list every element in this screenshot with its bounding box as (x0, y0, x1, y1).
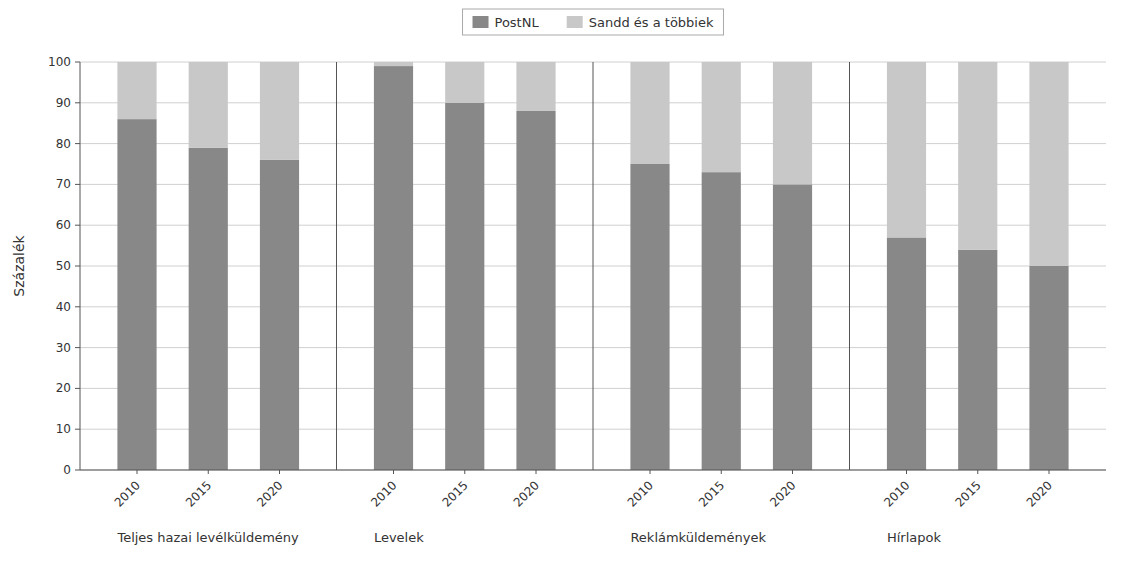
x-tick-label: 2015 (696, 478, 727, 509)
y-tick (75, 429, 80, 430)
bar-segment (445, 62, 484, 103)
y-tick-label: 30 (56, 341, 71, 355)
bar-segment (117, 119, 156, 470)
legend: PostNL Sandd és a többiek (463, 9, 724, 35)
x-tick (536, 470, 537, 474)
y-tick (75, 143, 80, 144)
bar-segment (516, 111, 555, 470)
group-separator (849, 62, 850, 470)
x-tick (208, 470, 209, 474)
x-tick-label: 2020 (254, 478, 285, 509)
x-tick (906, 470, 907, 474)
y-tick (75, 388, 80, 389)
bar-segment (516, 62, 555, 111)
y-axis: 0 10 20 30 40 50 60 70 80 90 100 (48, 55, 1106, 477)
x-tick (977, 470, 978, 474)
bar-segment (189, 62, 228, 148)
y-tick-label: 90 (56, 96, 71, 110)
bar-segment (1029, 266, 1068, 470)
bar-segment (374, 66, 413, 470)
x-tick-label: 2010 (368, 478, 399, 509)
bar-segment (260, 62, 299, 160)
x-tick (137, 470, 138, 474)
x-tick-label: 2015 (952, 478, 983, 509)
y-tick-label: 50 (56, 259, 71, 273)
x-tick (464, 470, 465, 474)
group-label: Reklámküldemények (630, 530, 766, 545)
group-label: Levelek (374, 530, 424, 545)
legend-label: Sandd és a többiek (589, 15, 714, 30)
bar-segment (260, 160, 299, 470)
x-tick-label: 2020 (767, 478, 798, 509)
bar-segment (630, 62, 669, 164)
x-axis-line (80, 470, 1106, 471)
y-tick (75, 102, 80, 103)
chart-svg: 0102030405060708090100201020152020201020… (0, 0, 1130, 588)
bar-segment (887, 237, 926, 470)
bar-segment (189, 148, 228, 470)
x-tick (393, 470, 394, 474)
bar-segment (117, 62, 156, 119)
x-tick (650, 470, 651, 474)
x-tick-label: 2015 (183, 478, 214, 509)
x-tick (279, 470, 280, 474)
y-tick (75, 266, 80, 267)
x-tick (1049, 470, 1050, 474)
bar-segment (958, 62, 997, 250)
group-separator (593, 62, 594, 470)
legend-swatch (567, 16, 583, 28)
y-axis-label: Százalék (11, 234, 27, 296)
y-tick-label: 60 (56, 218, 71, 232)
bar-segment (702, 172, 741, 470)
group-separator (336, 62, 337, 470)
bar-segment (773, 62, 812, 184)
y-tick-label: 20 (56, 381, 71, 395)
y-tick-label: 70 (56, 177, 71, 191)
y-axis-line (80, 62, 81, 470)
x-axis: 2010 2015 2020 2010 2015 2020 2010 2015 2020 2010… (112, 470, 1055, 510)
y-tick (75, 225, 80, 226)
bar-segment (773, 184, 812, 470)
x-tick-label: 2010 (881, 478, 912, 509)
group-label: Teljes hazai levélküldemény (116, 530, 299, 545)
x-tick (792, 470, 793, 474)
y-tick (75, 470, 80, 471)
legend-swatch (473, 16, 489, 28)
x-tick (721, 470, 722, 474)
x-tick-label: 2020 (1024, 478, 1055, 509)
legend-label: PostNL (495, 15, 540, 30)
y-tick-label: 80 (56, 137, 71, 151)
x-tick-label: 2015 (439, 478, 470, 509)
bar-segment (1029, 62, 1068, 266)
bar-segment (958, 250, 997, 470)
bar-segment (374, 62, 413, 66)
bars (117, 62, 1068, 470)
x-tick-label: 2010 (112, 478, 143, 509)
bar-segment (445, 103, 484, 470)
chart-container: 0102030405060708090100201020152020201020… (0, 0, 1130, 588)
bar-segment (702, 62, 741, 172)
bar-segment (887, 62, 926, 237)
bar-segment (630, 164, 669, 470)
y-tick (75, 347, 80, 348)
y-tick-label: 40 (56, 300, 71, 314)
y-tick-label: 100 (48, 55, 71, 69)
y-tick-label: 10 (56, 422, 71, 436)
y-tick (75, 306, 80, 307)
y-tick-label: 0 (63, 463, 71, 477)
legend-frame (463, 9, 724, 35)
x-tick-label: 2010 (625, 478, 656, 509)
y-tick (75, 184, 80, 185)
y-tick (75, 62, 80, 63)
group-label: Hírlapok (887, 530, 942, 545)
x-tick-label: 2020 (511, 478, 542, 509)
grid-line (80, 470, 1106, 471)
